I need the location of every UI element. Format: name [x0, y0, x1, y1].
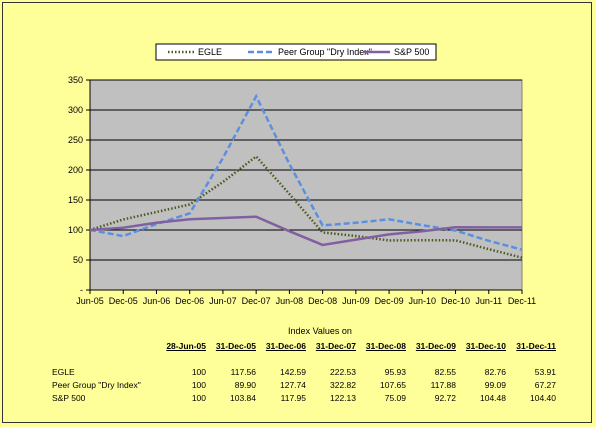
legend-label: EGLE: [198, 47, 222, 57]
column-header: 31-Dec-11: [516, 340, 556, 351]
legend-label: S&P 500: [394, 47, 429, 57]
x-tick-label: Dec-11: [508, 296, 536, 306]
x-tick-label: Dec-07: [242, 296, 271, 306]
table-cell: 103.84: [230, 392, 256, 403]
x-tick-label: Dec-05: [109, 296, 138, 306]
table-cell: 117.95: [280, 392, 306, 403]
table-cell: 100: [191, 392, 206, 403]
column-header: 31-Dec-10: [465, 340, 506, 351]
table-cell: 222.53: [330, 366, 356, 377]
y-tick-label: 300: [68, 105, 83, 115]
x-tick-label: Jun-11: [475, 296, 502, 306]
x-tick-label: Dec-09: [375, 296, 404, 306]
table-row: EGLE 100 117.56 142.59 222.53 95.93 82.55 82.76…: [52, 365, 556, 378]
spacer-row: [52, 352, 556, 365]
y-tick-label: 350: [68, 75, 83, 85]
series-line: [89, 154, 523, 259]
table-cell: 53.91: [534, 366, 556, 377]
x-tick-label: Dec-10: [441, 296, 470, 306]
plot-area: [89, 79, 523, 291]
table-cell: 107.65: [380, 379, 406, 390]
table-title: Index Values on: [288, 326, 352, 336]
column-header: 31-Dec-06: [265, 340, 306, 351]
table-cell: 104.48: [480, 392, 506, 403]
x-tick-label: Jun-10: [409, 296, 437, 306]
table-cell: 75.09: [384, 392, 406, 403]
table-cell: 82.76: [484, 366, 506, 377]
row-label: Peer Group "Dry Index": [52, 379, 141, 390]
y-tick-label: 100: [68, 225, 83, 235]
column-header: 28-Jun-05: [166, 340, 206, 351]
y-axis-ticks: - 50 100 150 200 250 300 350: [68, 75, 90, 295]
x-tick-label: Dec-06: [175, 296, 204, 306]
gridlines: [89, 79, 522, 291]
table-row: Peer Group "Dry Index" 100 89.90 127.74 322.…: [52, 378, 556, 391]
x-tick-label: Jun-08: [276, 296, 304, 306]
x-tick-label: Jun-07: [209, 296, 237, 306]
table-corner: [52, 339, 152, 352]
column-header: 31-Dec-07: [315, 340, 356, 351]
y-tick-label: 150: [68, 195, 83, 205]
series-lines: [89, 93, 523, 259]
series-line: [89, 215, 522, 247]
legend-box: [155, 43, 437, 61]
y-tick-label: 200: [68, 165, 83, 175]
table-cell: 89.90: [234, 379, 256, 390]
legend-label: Peer Group "Dry Index": [278, 47, 372, 57]
legend: EGLE Peer Group "Dry Index" S&P 500: [155, 43, 437, 61]
table-row: S&P 500 100 103.84 117.95 122.13 75.09 92.72 10…: [52, 391, 556, 404]
table-cell: 82.55: [434, 366, 456, 377]
row-label: EGLE: [52, 366, 75, 377]
line-chart: - 50 100 150 200 250 300 350 Jun-05 Dec-05 Jun-06…: [68, 43, 536, 306]
table-cell: 92.72: [434, 392, 456, 403]
chart-frame: [2, 2, 592, 423]
table-cell: 100: [191, 379, 206, 390]
x-tick-label: Jun-05: [76, 296, 104, 306]
table-cell: 67.27: [534, 379, 556, 390]
table-cell: 117.56: [230, 366, 256, 377]
x-tick-label: Jun-06: [143, 296, 171, 306]
spacer-cell: [52, 352, 556, 365]
table-cell: 142.59: [280, 366, 306, 377]
table-cell: 95.93: [384, 366, 406, 377]
table-cell: 322.82: [330, 379, 356, 390]
table-cell: 122.13: [330, 392, 356, 403]
column-header: 31-Dec-05: [215, 340, 256, 351]
x-tick-label: Dec-08: [308, 296, 337, 306]
table-cell: 99.09: [484, 379, 506, 390]
table-cell: 127.74: [280, 379, 306, 390]
y-tick-label: 50: [73, 255, 83, 265]
table-cell: 100: [191, 366, 206, 377]
index-values-table: 28-Jun-05 31-Dec-05 31-Dec-06 31-Dec-07 31-D…: [52, 339, 556, 404]
table-cell: 117.88: [430, 379, 456, 390]
table-cell: 104.40: [530, 392, 556, 403]
x-tick-label: Jun-09: [342, 296, 370, 306]
column-header: 31-Dec-09: [415, 340, 456, 351]
row-label: S&P 500: [52, 392, 86, 403]
y-tick-label: 250: [68, 135, 83, 145]
table-header-row: 28-Jun-05 31-Dec-05 31-Dec-06 31-Dec-07 31-D…: [52, 339, 556, 352]
x-axis-ticks: Jun-05 Dec-05 Jun-06 Dec-06 Jun-07 Dec-07 Jun-…: [76, 290, 536, 306]
column-header: 31-Dec-08: [365, 340, 406, 351]
y-tick-label: -: [80, 285, 83, 295]
